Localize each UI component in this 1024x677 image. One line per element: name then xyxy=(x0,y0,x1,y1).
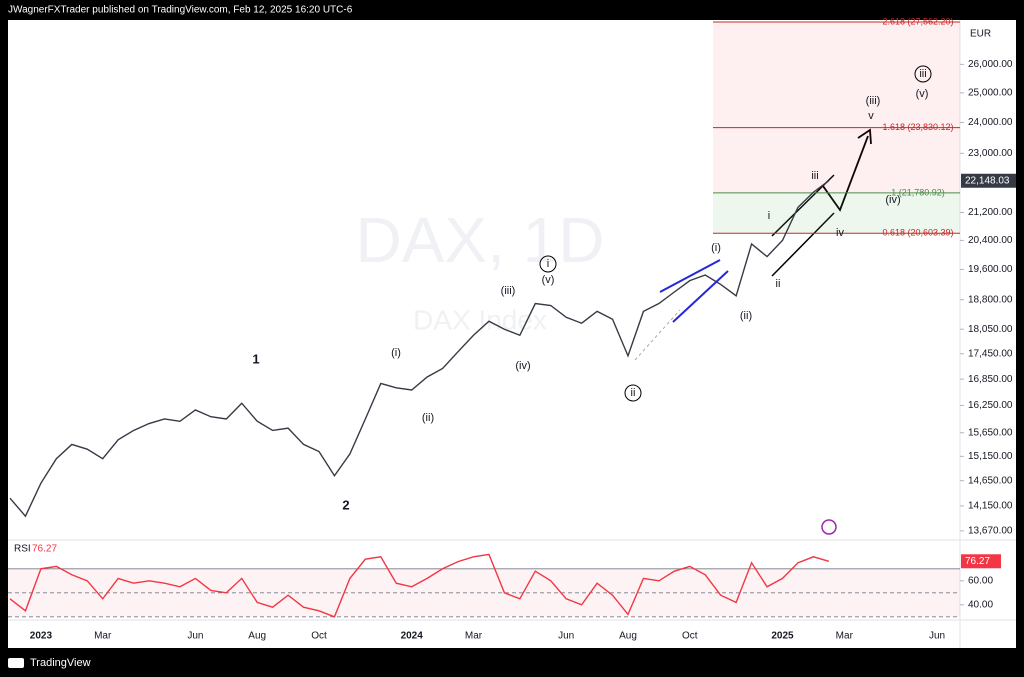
wave-label: iii xyxy=(919,68,926,80)
y-tick-label: 13,670.00 xyxy=(968,526,1013,537)
wave-label: i xyxy=(768,210,770,222)
wave-label: (iv) xyxy=(515,360,530,372)
publisher: JWagnerFXTrader published on TradingView… xyxy=(8,5,353,16)
projection-arrow xyxy=(822,135,869,212)
dashed-line xyxy=(634,309,681,361)
y-tick-label: 14,650.00 xyxy=(968,475,1013,486)
wave-label: ii xyxy=(631,387,636,399)
x-tick-label: 2025 xyxy=(771,631,794,642)
watermark: DAX, 1D xyxy=(356,204,605,276)
wave-label: (iii) xyxy=(501,285,516,297)
y-tick-label: 60.00 xyxy=(968,575,993,586)
x-tick-label: Jun xyxy=(929,631,945,642)
x-tick-label: Aug xyxy=(248,631,266,642)
brand: TradingView xyxy=(30,657,91,669)
y-tick-label: 18,050.00 xyxy=(968,324,1013,335)
wave-circle xyxy=(624,384,642,402)
currency: EUR xyxy=(970,29,991,40)
y-tick-label: 16,250.00 xyxy=(968,400,1013,411)
x-tick-label: Mar xyxy=(836,631,854,642)
y-tick-label: 24,000.00 xyxy=(968,117,1013,128)
fib-label: 1.618 (23,830.12) xyxy=(882,122,953,132)
x-tick-label: Mar xyxy=(94,631,112,642)
brand-logo xyxy=(8,658,24,668)
channel-line xyxy=(672,270,729,323)
channel-line xyxy=(659,259,721,293)
y-tick-label: 20,400.00 xyxy=(968,235,1013,246)
x-tick-label: 2023 xyxy=(30,631,53,642)
wave-label: iv xyxy=(836,227,844,239)
x-tick-label: Oct xyxy=(311,631,327,642)
y-tick-label: 21,200.00 xyxy=(968,207,1013,218)
arrow-head xyxy=(857,128,872,145)
rsi-value: 76.27 xyxy=(32,544,57,555)
y-tick-label: 16,850.00 xyxy=(968,374,1013,385)
wave-label: (ii) xyxy=(422,412,434,424)
rsi-line xyxy=(9,553,830,618)
rsi-title: RSI xyxy=(14,544,31,555)
wave-label: (i) xyxy=(391,347,401,359)
chart-area xyxy=(8,20,1016,648)
wave-label: (iii) xyxy=(866,95,881,107)
channel-line xyxy=(771,212,835,277)
wave-label: iii xyxy=(811,170,818,182)
x-tick-label: 2024 xyxy=(401,631,424,642)
y-tick-label: 23,000.00 xyxy=(968,148,1013,159)
y-tick-label: 19,600.00 xyxy=(968,264,1013,275)
wave-label: (v) xyxy=(542,274,555,286)
fib-label: 1 (21,780.92) xyxy=(891,187,945,197)
event-icon xyxy=(821,519,837,535)
y-tick-label: 15,150.00 xyxy=(968,451,1013,462)
y-tick-label: 17,450.00 xyxy=(968,348,1013,359)
last-price-box xyxy=(961,173,1016,188)
x-tick-label: Jun xyxy=(187,631,203,642)
fib-zone xyxy=(713,22,960,193)
fib-zone xyxy=(713,192,960,234)
y-tick-label: 25,000.00 xyxy=(968,87,1013,98)
price-line xyxy=(9,180,830,518)
last-rsi-label: 76.27 xyxy=(965,556,990,567)
wave-label: (ii) xyxy=(740,310,752,322)
x-tick-label: Oct xyxy=(682,631,698,642)
wave-circle xyxy=(914,65,932,83)
wave-label: i xyxy=(547,258,549,270)
last-price-label: 22,148.03 xyxy=(965,175,1010,186)
wave-label: 1 xyxy=(252,351,259,366)
y-tick-label: 14,150.00 xyxy=(968,501,1013,512)
x-tick-label: Aug xyxy=(619,631,637,642)
fib-label: 0.618 (20,603.39) xyxy=(882,228,953,238)
y-tick-label: 18,800.00 xyxy=(968,294,1013,305)
wave-label: 2 xyxy=(342,497,349,512)
wave-label: (iv) xyxy=(885,194,900,206)
last-rsi-box xyxy=(961,554,1001,569)
wave-label: (i) xyxy=(711,242,721,254)
wave-label: (v) xyxy=(916,88,929,100)
y-tick-label: 26,000.00 xyxy=(968,59,1013,70)
wave-label: ii xyxy=(776,278,781,290)
wave-circle xyxy=(539,255,557,273)
x-tick-label: Jun xyxy=(558,631,574,642)
y-tick-label: 15,650.00 xyxy=(968,427,1013,438)
fib-label: 2.618 (27,562.20) xyxy=(882,16,953,26)
x-tick-label: Mar xyxy=(465,631,483,642)
y-tick-label: 40.00 xyxy=(968,599,993,610)
wave-label: v xyxy=(868,110,874,122)
